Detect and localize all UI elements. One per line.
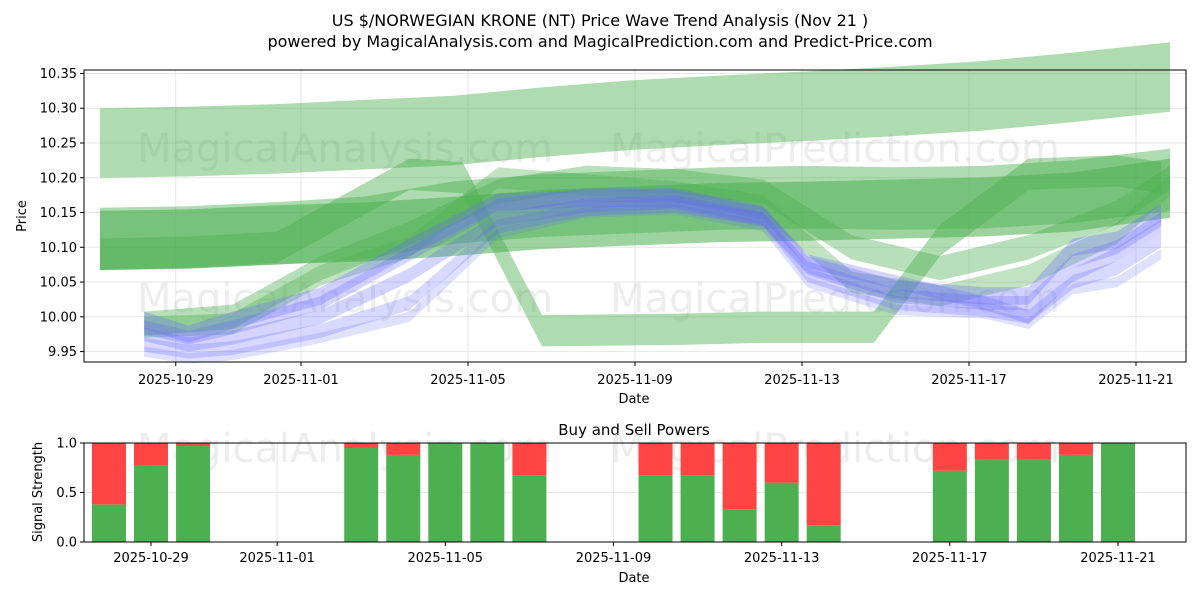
chart-title-line1: US $/NORWEGIAN KRONE (NT) Price Wave Tre… xyxy=(332,11,869,30)
price-x-tick-label: 2025-11-21 xyxy=(1098,373,1174,388)
sell-bar xyxy=(386,443,421,455)
signal-x-tick-label: 2025-10-29 xyxy=(113,551,189,566)
price-y-tick-label: 9.95 xyxy=(48,345,77,360)
watermark-analysis-top: MagicalAnalysis.com xyxy=(137,126,553,172)
buy-bar xyxy=(176,445,211,542)
sell-bar xyxy=(91,443,126,505)
price-series-band-5 xyxy=(144,167,1171,338)
price-y-tick-label: 10.10 xyxy=(40,241,77,256)
buy-bar xyxy=(722,509,757,542)
price-x-tick-label: 2025-11-17 xyxy=(931,373,1007,388)
sell-bar xyxy=(512,443,547,476)
buy-bar xyxy=(91,504,126,542)
price-y-tick-label: 10.35 xyxy=(40,67,77,82)
signal-x-tick-label: 2025-11-01 xyxy=(239,551,315,566)
sell-bar xyxy=(344,443,379,448)
signal-y-label: Signal Strength xyxy=(31,442,46,542)
chart-title-line2: powered by MagicalAnalysis.com and Magic… xyxy=(267,32,932,51)
price-y-label: Price xyxy=(15,200,30,232)
signal-y-tick-label: 0.5 xyxy=(56,486,77,501)
watermark-prediction-top: MagicalPrediction.com xyxy=(610,126,1060,172)
buy-bar xyxy=(470,443,505,542)
price-series-band-10 xyxy=(144,203,1162,364)
price-y-tick-label: 10.25 xyxy=(40,137,77,152)
buy-bar xyxy=(344,447,379,542)
sell-bar xyxy=(806,443,841,526)
buy-bar xyxy=(386,454,421,542)
price-y-tick-label: 10.05 xyxy=(40,276,77,291)
sell-bar xyxy=(638,443,673,476)
sell-bar xyxy=(974,443,1009,460)
signal-y-tick-label: 1.0 xyxy=(56,437,77,452)
price-y-ticks: 9.95 10.00 10.05 10.10 10.15 10.20 10.25 10.30 1… xyxy=(40,67,84,360)
price-series-band-4 xyxy=(144,165,1171,336)
price-series-band-9 xyxy=(144,198,1162,359)
sell-bar xyxy=(764,443,799,483)
buy-bar xyxy=(1058,454,1093,542)
price-y-tick-label: 10.20 xyxy=(40,171,77,186)
sell-bar xyxy=(176,443,211,446)
price-y-tick-label: 10.30 xyxy=(40,102,77,117)
price-y-tick-label: 10.15 xyxy=(40,206,77,221)
buy-bar xyxy=(1016,459,1051,542)
signal-x-tick-label: 2025-11-17 xyxy=(912,551,988,566)
buy-bar xyxy=(680,475,715,542)
price-x-tick-label: 2025-10-29 xyxy=(138,373,214,388)
buy-bar xyxy=(638,475,673,542)
price-x-tick-label: 2025-11-09 xyxy=(597,373,673,388)
price-series-band-0 xyxy=(100,42,1170,178)
price-x-label: Date xyxy=(618,392,649,407)
signal-x-tick-label: 2025-11-09 xyxy=(576,551,652,566)
signal-y-ticks: 0.0 0.5 1.0 xyxy=(56,437,84,551)
price-x-ticks: 2025-10-29 2025-11-01 2025-11-05 2025-11-09… xyxy=(138,362,1174,388)
signal-bars xyxy=(91,443,1135,542)
signal-x-label: Date xyxy=(618,571,649,586)
price-series-band-3 xyxy=(100,155,1162,347)
sell-bar xyxy=(1016,443,1051,460)
sell-bar xyxy=(680,443,715,476)
buy-bar xyxy=(428,443,463,542)
watermark-analysis-mid: MagicalAnalysis.com xyxy=(137,276,553,322)
buy-bar xyxy=(806,525,841,542)
buy-bar xyxy=(134,465,168,542)
signal-x-ticks: 2025-10-29 2025-11-01 2025-11-05 2025-11-09… xyxy=(113,542,1156,566)
price-x-tick-label: 2025-11-05 xyxy=(430,373,506,388)
price-y-tick-label: 10.00 xyxy=(40,310,77,325)
price-series-band-8 xyxy=(144,195,1162,352)
sell-bar xyxy=(134,443,168,466)
sell-bar xyxy=(722,443,757,510)
price-series-band-2 xyxy=(100,158,1170,270)
signal-y-tick-label: 0.0 xyxy=(56,536,77,551)
price-x-tick-label: 2025-11-01 xyxy=(263,373,339,388)
buy-bar xyxy=(1101,443,1135,542)
price-x-tick-label: 2025-11-13 xyxy=(764,373,840,388)
sell-bar xyxy=(932,443,967,471)
signal-x-tick-label: 2025-11-21 xyxy=(1080,551,1156,566)
price-series xyxy=(100,42,1171,364)
signal-plot: Buy and Sell Powers MagicalAnalysis.com … xyxy=(31,421,1187,586)
buy-bar xyxy=(974,459,1009,542)
buy-bar xyxy=(764,482,799,542)
watermark-prediction-mid: MagicalPrediction.com xyxy=(610,276,1060,322)
buy-bar xyxy=(932,470,967,542)
sell-bar xyxy=(1058,443,1093,455)
signal-x-tick-label: 2025-11-05 xyxy=(408,551,484,566)
price-series-band-7 xyxy=(144,188,1162,345)
price-plot: MagicalAnalysis.com MagicalPrediction.co… xyxy=(15,42,1187,407)
buy-bar xyxy=(512,475,547,542)
signal-x-tick-label: 2025-11-13 xyxy=(744,551,820,566)
signal-plot-title: Buy and Sell Powers xyxy=(558,421,710,439)
